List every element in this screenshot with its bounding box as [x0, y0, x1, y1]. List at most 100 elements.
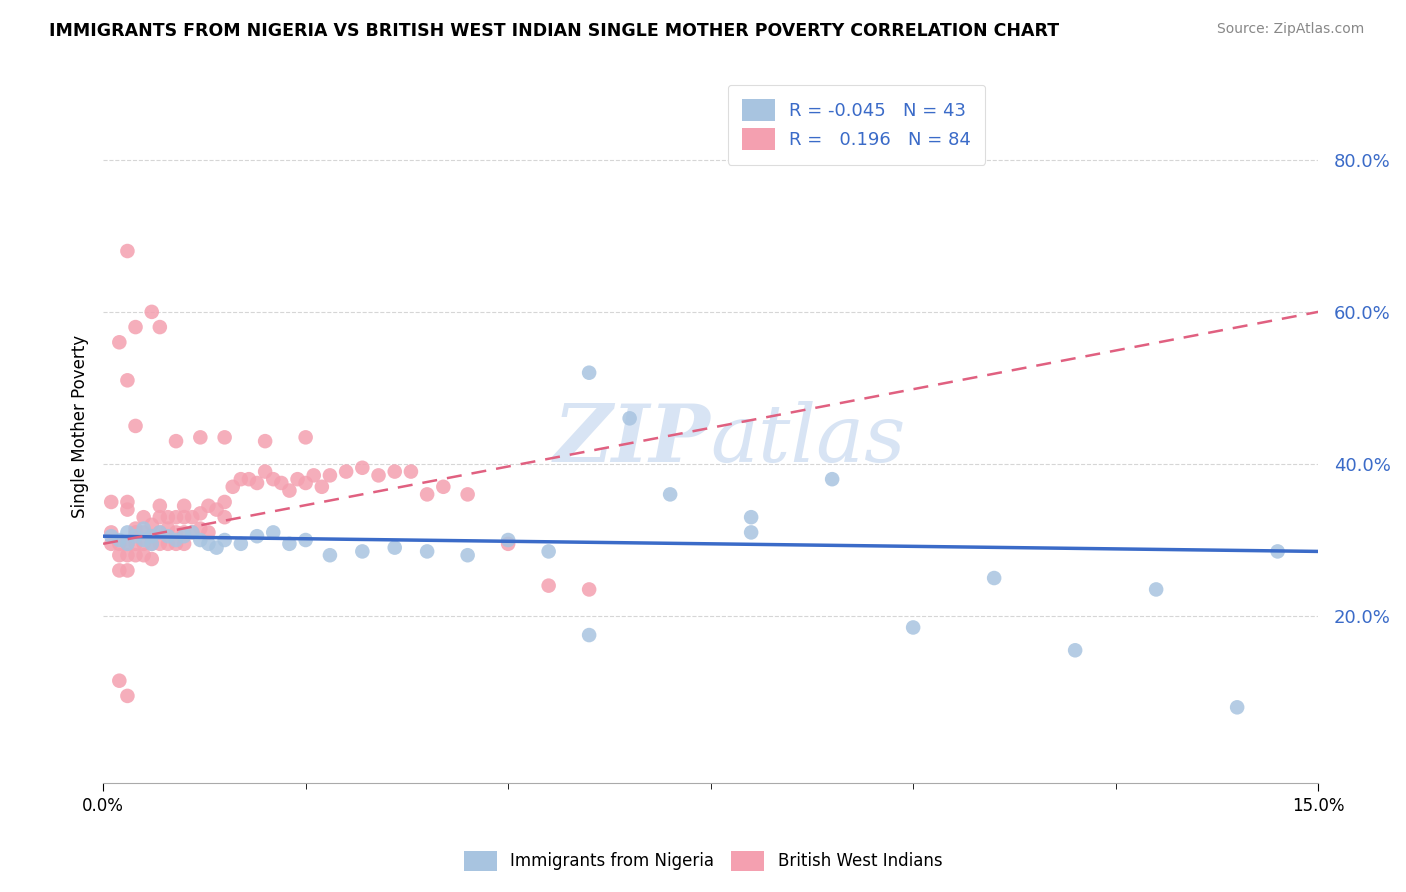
Point — [432, 480, 454, 494]
Point — [319, 468, 342, 483]
Point — [165, 434, 187, 449]
Point — [246, 529, 269, 543]
Point — [1267, 544, 1289, 558]
Point — [188, 522, 211, 536]
Point — [132, 537, 155, 551]
Point — [132, 510, 155, 524]
Point — [367, 468, 389, 483]
Point — [537, 579, 560, 593]
Point — [496, 537, 519, 551]
Point — [901, 620, 924, 634]
Point — [149, 525, 172, 540]
Point — [214, 430, 236, 444]
Text: Source: ZipAtlas.com: Source: ZipAtlas.com — [1216, 22, 1364, 37]
Point — [173, 529, 195, 543]
Point — [188, 533, 211, 547]
Point — [983, 571, 1005, 585]
Point — [197, 537, 219, 551]
Point — [108, 548, 131, 562]
Point — [117, 373, 139, 387]
Point — [165, 510, 187, 524]
Point — [141, 537, 163, 551]
Point — [188, 507, 211, 521]
Point — [149, 510, 172, 524]
Point — [578, 582, 600, 597]
Point — [173, 537, 195, 551]
Point — [124, 529, 146, 543]
Legend: R = -0.045   N = 43, R =   0.196   N = 84: R = -0.045 N = 43, R = 0.196 N = 84 — [727, 85, 986, 165]
Point — [222, 480, 245, 494]
Y-axis label: Single Mother Poverty: Single Mother Poverty — [72, 334, 89, 517]
Point — [100, 525, 122, 540]
Point — [117, 244, 139, 258]
Point — [181, 525, 204, 540]
Point — [141, 529, 163, 543]
Point — [117, 537, 139, 551]
Point — [124, 522, 146, 536]
Point — [278, 537, 301, 551]
Point — [124, 419, 146, 434]
Point — [124, 320, 146, 334]
Point — [619, 411, 641, 425]
Point — [165, 533, 187, 547]
Point — [149, 525, 172, 540]
Point — [117, 525, 139, 540]
Point — [117, 502, 139, 516]
Point — [457, 487, 479, 501]
Point — [262, 472, 284, 486]
Point — [141, 552, 163, 566]
Point — [124, 537, 146, 551]
Point — [156, 510, 179, 524]
Point — [141, 529, 163, 543]
Point — [108, 563, 131, 577]
Point — [214, 495, 236, 509]
Point — [214, 533, 236, 547]
Point — [1144, 582, 1167, 597]
Point — [384, 541, 406, 555]
Point — [278, 483, 301, 498]
Point — [100, 537, 122, 551]
Point — [254, 434, 277, 449]
Point — [156, 537, 179, 551]
Point — [197, 499, 219, 513]
Point — [457, 548, 479, 562]
Point — [1226, 700, 1249, 714]
Point — [287, 472, 309, 486]
Point — [149, 499, 172, 513]
Point — [416, 544, 439, 558]
Point — [108, 335, 131, 350]
Point — [335, 465, 357, 479]
Point — [149, 320, 172, 334]
Point — [821, 472, 844, 486]
Point — [132, 533, 155, 547]
Point — [188, 430, 211, 444]
Point — [246, 475, 269, 490]
Point — [141, 517, 163, 532]
Point — [262, 525, 284, 540]
Point — [100, 495, 122, 509]
Point — [197, 525, 219, 540]
Point — [156, 529, 179, 543]
Text: ZIP: ZIP — [554, 401, 710, 479]
Point — [229, 472, 252, 486]
Point — [205, 541, 228, 555]
Point — [132, 548, 155, 562]
Point — [149, 537, 172, 551]
Point — [132, 525, 155, 540]
Point — [124, 548, 146, 562]
Point — [384, 465, 406, 479]
Point — [496, 533, 519, 547]
Point — [229, 537, 252, 551]
Text: atlas: atlas — [710, 401, 905, 479]
Point — [1064, 643, 1087, 657]
Point — [578, 628, 600, 642]
Point — [537, 544, 560, 558]
Point — [165, 537, 187, 551]
Point — [205, 502, 228, 516]
Point — [238, 472, 260, 486]
Legend: Immigrants from Nigeria, British West Indians: Immigrants from Nigeria, British West In… — [456, 842, 950, 880]
Point — [165, 525, 187, 540]
Point — [117, 495, 139, 509]
Point — [254, 465, 277, 479]
Point — [173, 525, 195, 540]
